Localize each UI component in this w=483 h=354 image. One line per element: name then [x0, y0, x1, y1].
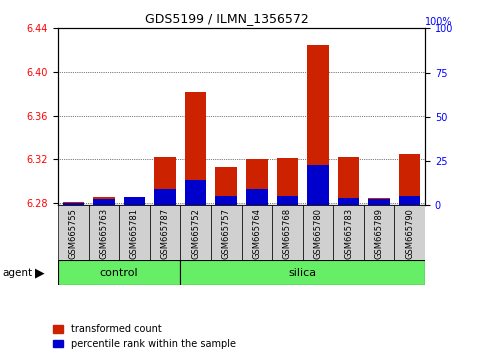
Bar [211, 205, 242, 260]
Bar [307, 165, 329, 205]
Bar [399, 154, 420, 205]
Bar [369, 199, 390, 205]
Legend: transformed count, percentile rank within the sample: transformed count, percentile rank withi… [53, 324, 236, 349]
Bar [246, 188, 268, 205]
Bar [242, 205, 272, 260]
Bar [88, 205, 119, 260]
Bar [58, 205, 88, 260]
Bar [180, 260, 425, 285]
Text: GSM665790: GSM665790 [405, 208, 414, 259]
Text: GSM665780: GSM665780 [313, 208, 323, 259]
Text: silica: silica [289, 268, 317, 278]
Bar [155, 157, 176, 205]
Text: ▶: ▶ [35, 266, 45, 279]
Text: GSM665755: GSM665755 [69, 208, 78, 259]
Text: agent: agent [2, 268, 32, 278]
Bar [150, 205, 180, 260]
Text: GSM665783: GSM665783 [344, 208, 353, 259]
Bar [333, 205, 364, 260]
Bar [307, 45, 329, 205]
Text: GSM665787: GSM665787 [160, 208, 170, 259]
Bar [119, 205, 150, 260]
Text: GSM665768: GSM665768 [283, 208, 292, 259]
Bar [58, 260, 180, 285]
Bar [369, 198, 390, 205]
Bar [364, 205, 395, 260]
Bar [215, 196, 237, 205]
Text: GSM665764: GSM665764 [252, 208, 261, 259]
Bar [124, 196, 145, 205]
Bar [124, 197, 145, 205]
Bar [338, 198, 359, 205]
Bar [272, 205, 303, 260]
Text: GSM665781: GSM665781 [130, 208, 139, 259]
Bar [303, 205, 333, 260]
Bar [399, 195, 420, 205]
Bar [155, 189, 176, 205]
Bar [338, 157, 359, 205]
Text: GSM665763: GSM665763 [99, 208, 108, 259]
Bar [277, 158, 298, 205]
Bar [185, 180, 206, 205]
Bar [93, 196, 114, 205]
Bar [63, 202, 84, 205]
Bar [395, 205, 425, 260]
Text: 100%: 100% [425, 17, 453, 27]
Text: GSM665757: GSM665757 [222, 208, 231, 259]
Bar [215, 167, 237, 205]
Bar [277, 195, 298, 205]
Bar [63, 202, 84, 205]
Text: GSM665752: GSM665752 [191, 208, 200, 259]
Text: GDS5199 / ILMN_1356572: GDS5199 / ILMN_1356572 [145, 12, 309, 25]
Text: GSM665789: GSM665789 [375, 208, 384, 259]
Bar [185, 92, 206, 205]
Bar [180, 205, 211, 260]
Text: control: control [100, 268, 139, 278]
Bar [246, 159, 268, 205]
Bar [93, 199, 114, 205]
